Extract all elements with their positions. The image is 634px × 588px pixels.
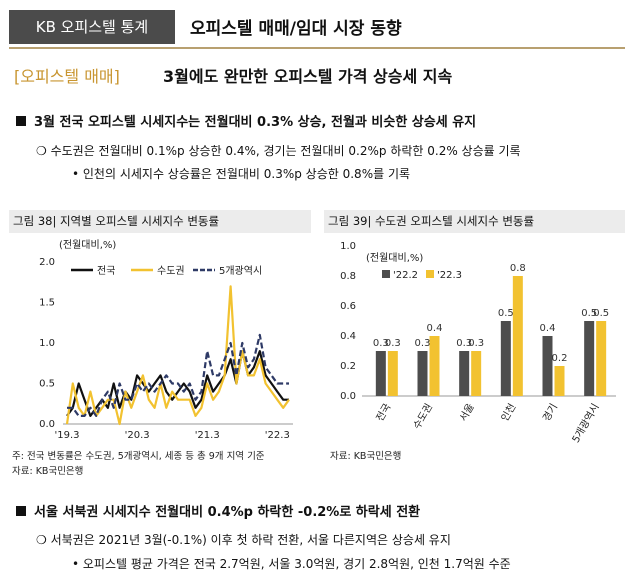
report-title: 오피스텔 매매/임대 시장 동향 — [190, 19, 402, 39]
fig38-ylabel: (전월대비,%) — [59, 239, 116, 251]
fig39-ytick: 0.0 — [340, 391, 356, 402]
section-title: 3월에도 완만한 오피스텔 가격 상승세 지속 — [163, 67, 453, 86]
fig39-bar — [542, 336, 553, 396]
fig39-bar-chart: 0.00.20.40.60.81.0(전월대비,%)0.3 0.3 0.30.50.… — [340, 241, 616, 445]
fig39-data-label: 0.3 — [468, 338, 484, 349]
fig39-ytick: 0.6 — [340, 301, 356, 312]
fig39-data-label: 0.3 — [415, 338, 431, 349]
fig39-bar — [417, 351, 428, 396]
fig38-series-line-1 — [65, 285, 290, 426]
fig39-bar — [375, 351, 386, 396]
fig38-caption: 그림 38| 지역별 오피스텔 시세지수 변동률 — [9, 210, 311, 233]
fig39-xtick: 인천 — [499, 402, 519, 424]
fig39-bar — [554, 366, 565, 396]
fig39-bar — [471, 351, 482, 396]
fig39-xtick: 5개광역시 — [570, 402, 602, 445]
fig39-xtick: 수도권 — [411, 402, 435, 432]
fig39-data-label: 0.3 — [385, 338, 401, 349]
fig38-legend-label: 5개광역시 — [219, 265, 262, 277]
bullet-main-2-text: 서울 서북권 시세지수 전월대비 0.4%p 하락한 -0.2%로 하락세 전환 — [34, 505, 421, 520]
fig39-data-label: 0.3 — [456, 338, 472, 349]
bullet-main-1: 3월 전국 오피스텔 시세지수는 전월대비 0.3% 상승, 전월과 비슷한 상… — [16, 111, 476, 130]
fig39-xtick: 전국 — [374, 402, 394, 424]
fig38-source: 자료: KB국민은행 — [12, 466, 84, 477]
fig38-line-chart: (전월대비,%) 0.0 0.5 1.0 1.5 2.0 '19.3 '20.3 '21.3 '2… — [39, 239, 293, 441]
fig38-ytick: 2.0 — [39, 257, 55, 268]
fig38-ytick: 1.0 — [39, 338, 55, 349]
fig39-bar — [584, 321, 595, 396]
fig39-ytick: 1.0 — [340, 241, 356, 252]
fig39-data-label: 0.3 — [373, 338, 389, 349]
fig38-xtick: '22.3 — [265, 430, 290, 441]
fig39-bar — [429, 336, 440, 396]
fig39-source: 자료: KB국민은행 — [330, 451, 402, 462]
fig38-xtick: '21.3 — [195, 430, 220, 441]
report-badge: KB 오피스텔 통계 — [9, 10, 175, 44]
fig39-legend-swatch — [426, 270, 434, 278]
bullet-main-2: 서울 서북권 시세지수 전월대비 0.4%p 하락한 -0.2%로 하락세 전환 — [16, 501, 420, 520]
fig38-xtick: '19.3 — [54, 430, 79, 441]
fig39-caption: 그림 39| 수도권 오피스텔 시세지수 변동률 — [324, 210, 625, 233]
fig39-bar — [500, 321, 511, 396]
bullet-main-1-text: 3월 전국 오피스텔 시세지수는 전월대비 0.3% 상승, 전월과 비슷한 상… — [34, 115, 477, 130]
fig39-legend-label: '22.2 — [393, 270, 418, 281]
fig39-bar — [387, 351, 398, 396]
section-tag: [오피스텔 매매] — [14, 67, 120, 86]
fig39-ytick: 0.8 — [340, 271, 356, 282]
fig39-bar — [459, 351, 470, 396]
bullet-subsub-2: • 오피스텔 평균 가격은 전국 2.7억원, 서울 3.0억원, 경기 2.8… — [72, 557, 511, 571]
fig39-ytick: 0.4 — [340, 331, 356, 342]
fig39-data-label: 0.5 — [593, 308, 609, 319]
header-rule — [9, 47, 625, 49]
square-bullet-icon — [16, 116, 26, 126]
fig39-data-label: 0.5 — [498, 308, 514, 319]
fig39-ytick: 0.2 — [340, 361, 356, 372]
fig39-legend-label: '22.3 — [437, 270, 462, 281]
fig39-bar — [512, 276, 523, 396]
fig39-data-label: 0.4 — [540, 323, 556, 334]
square-bullet-icon — [16, 506, 26, 516]
fig38-legend-label: 전국 — [97, 265, 115, 277]
fig39-xtick: 서울 — [457, 402, 477, 424]
fig39-data-label: 0.5 — [581, 308, 597, 319]
bullet-subsub-1: • 인천의 시세지수 상승률은 전월대비 0.3%p 상승한 0.8%를 기록 — [72, 167, 411, 181]
bullet-sub-2: ❍ 서북권은 2021년 3월(-0.1%) 이후 첫 하락 전환, 서울 다른… — [36, 533, 451, 547]
fig38-note: 주: 전국 변동률은 수도권, 5개광역시, 세종 등 총 9개 지역 기준 — [12, 451, 265, 462]
fig38-ytick: 0.0 — [39, 419, 55, 430]
fig39-legend-swatch — [382, 270, 390, 278]
fig39-data-label: 0.8 — [510, 263, 526, 274]
fig39-data-label: 0.4 — [427, 323, 443, 334]
fig38-ytick: 0.5 — [39, 379, 55, 390]
fig38-xtick: '20.3 — [125, 430, 150, 441]
fig38-series-line-2 — [67, 333, 289, 417]
fig38-series-line-0 — [66, 349, 289, 417]
bullet-sub-1: ❍ 수도권은 전월대비 0.1%p 상승한 0.4%, 경기는 전월대비 0.2… — [36, 144, 521, 158]
fig38-ytick: 1.5 — [39, 298, 55, 309]
fig39-bar — [596, 321, 607, 396]
fig39-data-label: 0.2 — [552, 353, 568, 364]
fig39-xtick: 경기 — [540, 401, 560, 423]
fig38-legend-label: 수도권 — [157, 265, 185, 277]
fig39-ylabel: (전월대비,%) — [366, 252, 423, 264]
